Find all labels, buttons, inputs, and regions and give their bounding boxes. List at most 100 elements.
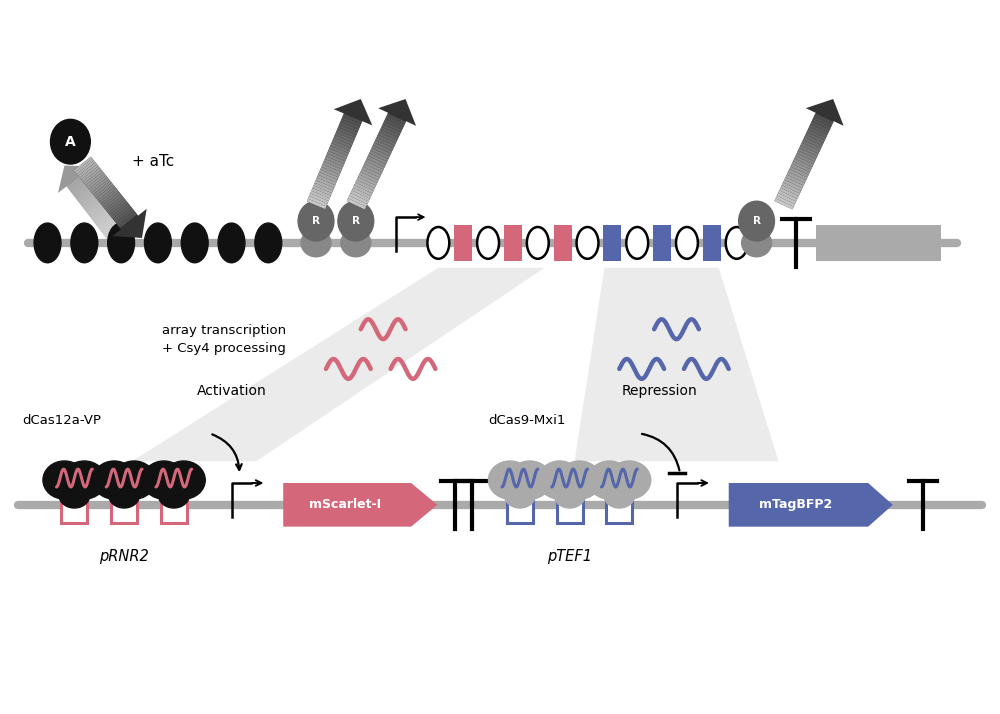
Polygon shape — [337, 127, 357, 137]
Polygon shape — [799, 145, 819, 156]
Polygon shape — [781, 185, 800, 196]
Polygon shape — [107, 226, 126, 241]
Ellipse shape — [108, 223, 135, 263]
Polygon shape — [796, 154, 815, 164]
Text: R: R — [312, 216, 320, 226]
Ellipse shape — [301, 229, 331, 257]
Polygon shape — [729, 483, 893, 527]
Polygon shape — [814, 114, 833, 124]
Polygon shape — [385, 116, 405, 127]
Polygon shape — [77, 161, 95, 176]
Polygon shape — [347, 198, 366, 209]
Polygon shape — [100, 217, 119, 232]
Polygon shape — [117, 211, 136, 226]
Polygon shape — [68, 175, 87, 190]
Polygon shape — [311, 188, 331, 198]
Polygon shape — [326, 154, 345, 164]
Text: mScarlet-I: mScarlet-I — [309, 498, 381, 511]
Polygon shape — [95, 210, 113, 225]
Polygon shape — [809, 124, 828, 135]
FancyBboxPatch shape — [111, 487, 137, 523]
Text: array transcription
+ Csy4 processing: array transcription + Csy4 processing — [162, 324, 286, 356]
Text: pTEF1: pTEF1 — [547, 550, 592, 565]
Polygon shape — [316, 178, 335, 188]
FancyBboxPatch shape — [816, 225, 941, 261]
Polygon shape — [347, 99, 416, 209]
Polygon shape — [797, 151, 816, 161]
Polygon shape — [792, 161, 811, 172]
Polygon shape — [789, 166, 809, 178]
Text: R: R — [352, 216, 360, 226]
Polygon shape — [329, 146, 349, 156]
Polygon shape — [377, 135, 396, 146]
Polygon shape — [575, 268, 778, 461]
Polygon shape — [358, 174, 377, 186]
Ellipse shape — [726, 227, 748, 258]
Ellipse shape — [341, 229, 371, 257]
Polygon shape — [334, 135, 353, 146]
Polygon shape — [119, 213, 137, 228]
Polygon shape — [336, 130, 355, 140]
Polygon shape — [339, 121, 359, 132]
Polygon shape — [81, 191, 100, 206]
FancyBboxPatch shape — [557, 487, 583, 523]
Polygon shape — [801, 143, 820, 154]
Ellipse shape — [488, 461, 531, 499]
Polygon shape — [352, 188, 371, 198]
Polygon shape — [387, 114, 406, 124]
Text: dCas9-Mxi1: dCas9-Mxi1 — [488, 414, 565, 428]
Text: A: A — [65, 135, 76, 149]
Polygon shape — [788, 169, 807, 180]
Polygon shape — [374, 140, 393, 151]
Polygon shape — [342, 116, 361, 127]
Polygon shape — [103, 221, 122, 236]
Polygon shape — [105, 196, 124, 211]
Ellipse shape — [554, 482, 585, 508]
Polygon shape — [355, 180, 375, 191]
Polygon shape — [310, 191, 330, 201]
Polygon shape — [804, 135, 824, 146]
Polygon shape — [807, 129, 826, 141]
Ellipse shape — [739, 201, 774, 241]
Polygon shape — [114, 207, 133, 223]
Polygon shape — [331, 140, 351, 151]
Polygon shape — [83, 168, 101, 183]
Polygon shape — [98, 213, 116, 228]
Polygon shape — [101, 190, 119, 206]
Ellipse shape — [558, 461, 601, 499]
Ellipse shape — [144, 223, 171, 263]
Polygon shape — [363, 164, 382, 175]
Polygon shape — [783, 180, 802, 191]
Polygon shape — [104, 194, 122, 209]
Polygon shape — [369, 151, 388, 161]
Polygon shape — [283, 483, 437, 527]
Polygon shape — [106, 224, 125, 239]
Polygon shape — [798, 148, 817, 159]
Ellipse shape — [113, 461, 156, 499]
Ellipse shape — [504, 482, 535, 508]
Ellipse shape — [181, 223, 208, 263]
Polygon shape — [349, 193, 369, 204]
Polygon shape — [132, 268, 545, 461]
Ellipse shape — [477, 227, 499, 258]
Polygon shape — [104, 222, 123, 237]
Ellipse shape — [338, 201, 374, 241]
Polygon shape — [382, 124, 401, 135]
Ellipse shape — [588, 461, 631, 499]
Polygon shape — [348, 196, 367, 207]
Polygon shape — [72, 181, 91, 196]
Ellipse shape — [608, 461, 651, 499]
Text: mTagBFP2: mTagBFP2 — [759, 498, 833, 511]
Polygon shape — [774, 99, 844, 209]
Polygon shape — [372, 145, 391, 156]
Polygon shape — [96, 185, 115, 200]
Text: dCas12a-VP: dCas12a-VP — [23, 414, 102, 428]
Polygon shape — [308, 196, 327, 206]
Polygon shape — [91, 204, 109, 219]
Polygon shape — [784, 177, 804, 188]
Polygon shape — [803, 137, 822, 149]
Polygon shape — [109, 228, 127, 243]
Polygon shape — [315, 180, 334, 191]
FancyBboxPatch shape — [603, 225, 621, 261]
Polygon shape — [779, 188, 799, 198]
